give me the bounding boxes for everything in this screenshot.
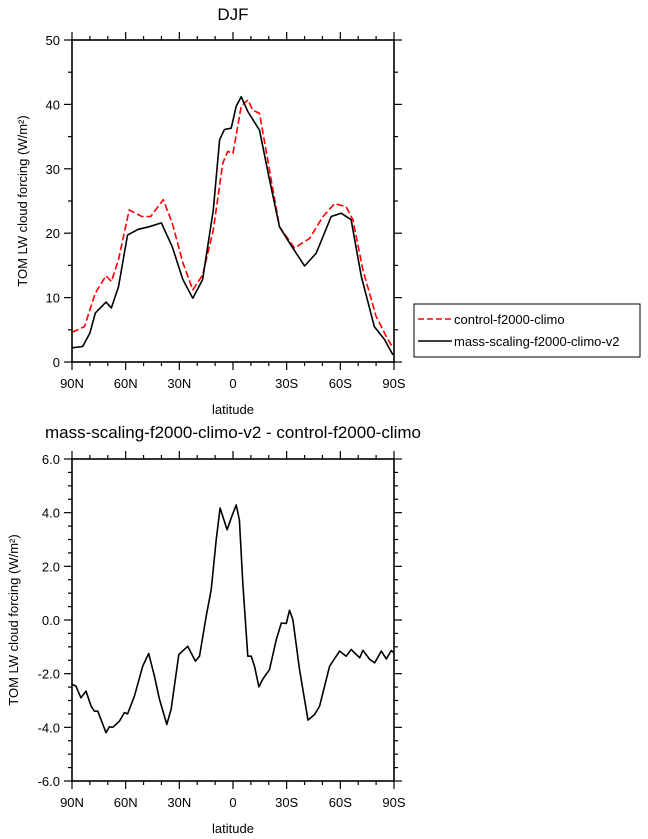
y-tick-label: -4.0 bbox=[38, 720, 60, 735]
bottom-chart-title: mass-scaling-f2000-climo-v2 - control-f2… bbox=[45, 423, 421, 442]
legend-label-mass-scaling-text: mass-scaling-f2000-climo-v2 bbox=[454, 334, 619, 349]
y-tick-label: 10 bbox=[46, 291, 60, 306]
top-plot: 90N 60N 30N 0 30S 60S 90S 0 10 20 30 40 50 bbox=[46, 32, 406, 391]
bottom-plot-frame bbox=[71, 458, 395, 782]
y-tick-label: 50 bbox=[46, 33, 60, 48]
y-tick-label: 40 bbox=[46, 97, 60, 112]
x-tick-label: 30S bbox=[275, 376, 298, 391]
legend: control-f2000-climo mass-scaling-f2000-c… bbox=[413, 303, 641, 358]
y-tick-label: 20 bbox=[46, 226, 60, 241]
y-tick-label: 30 bbox=[46, 162, 60, 177]
bottom-series-line-0 bbox=[71, 504, 395, 734]
top-series-line-0 bbox=[71, 99, 394, 349]
x-tick-label: 60N bbox=[114, 795, 138, 810]
top-chart-ylabel: TOM LW cloud forcing (W/m²) bbox=[15, 115, 30, 286]
x-tick-label: 30S bbox=[275, 795, 298, 810]
x-tick-label: 90S bbox=[382, 376, 405, 391]
y-tick-label: 6.0 bbox=[42, 452, 60, 467]
x-tick-label: 60S bbox=[329, 795, 352, 810]
y-tick-label: 2.0 bbox=[42, 559, 60, 574]
top-plot-frame bbox=[71, 39, 395, 363]
x-tick-label: 90S bbox=[382, 795, 405, 810]
top-series-line-1 bbox=[71, 95, 394, 356]
legend-box bbox=[413, 303, 641, 358]
bottom-chart-xlabel: latitude bbox=[212, 821, 254, 836]
x-tick-label: 30N bbox=[167, 795, 191, 810]
top-chart-xlabel: latitude bbox=[212, 402, 254, 417]
legend-label-control: control-f2000-climo bbox=[454, 312, 565, 327]
x-tick-label: 60N bbox=[114, 376, 138, 391]
top-chart-title: DJF bbox=[217, 5, 248, 24]
x-tick-label: 90N bbox=[60, 795, 84, 810]
y-tick-label: 0.0 bbox=[42, 613, 60, 628]
y-tick-label: 4.0 bbox=[42, 506, 60, 521]
y-tick-label: -2.0 bbox=[38, 667, 60, 682]
x-tick-label: 30N bbox=[167, 376, 191, 391]
x-tick-label: 0 bbox=[229, 795, 236, 810]
x-tick-label: 0 bbox=[229, 376, 236, 391]
bottom-plot: 90N 60N 30N 0 30S 60S 90S -6.0 -4.0 -2.0 0.0 2.0 4.0… bbox=[38, 451, 406, 810]
x-tick-label: 60S bbox=[329, 376, 352, 391]
x-tick-label: 90N bbox=[60, 376, 84, 391]
y-tick-label: -6.0 bbox=[38, 774, 60, 789]
bottom-chart-ylabel: TOM LW cloud forcing (W/m²) bbox=[6, 534, 21, 705]
y-tick-label: 0 bbox=[53, 355, 60, 370]
